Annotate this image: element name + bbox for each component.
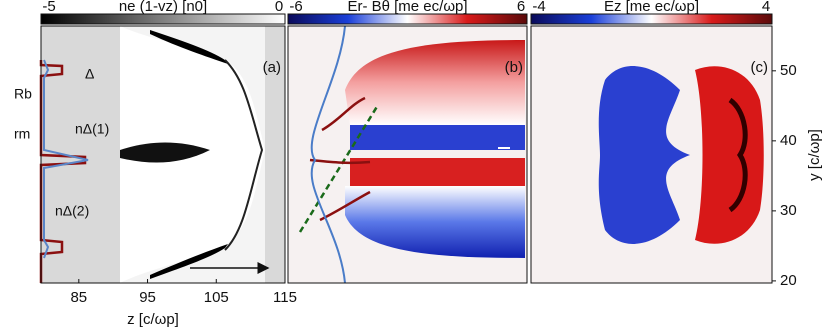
panel-label: (c) bbox=[751, 59, 769, 76]
frames bbox=[40, 25, 773, 284]
y-tick-label: 40 bbox=[780, 132, 797, 149]
y-tick-label: 20 bbox=[780, 272, 797, 289]
colorbar-tick-label: -6 bbox=[289, 0, 302, 15]
y-axis-label: y [c/ωp] bbox=[806, 129, 823, 181]
x-tick-label: 115 bbox=[273, 289, 297, 306]
annotation: Rb bbox=[14, 86, 32, 102]
x-tick-label: 105 bbox=[204, 289, 229, 306]
annotation: nΔ(1) bbox=[75, 121, 109, 137]
annotation: nΔ(2) bbox=[55, 203, 89, 219]
colorbar-label: Ez [me ec/ωp] bbox=[604, 0, 699, 15]
colorbar-tick-label: -4 bbox=[532, 0, 545, 15]
panel-c-image bbox=[531, 26, 772, 283]
panel-label: (a) bbox=[263, 59, 281, 76]
colorbar bbox=[40, 13, 286, 25]
colorbar-tick-label: 4 bbox=[762, 0, 770, 15]
colorbar-tick-label: 0 bbox=[275, 0, 283, 15]
annotation: rm bbox=[14, 126, 30, 142]
annotation: Δ bbox=[85, 66, 94, 82]
x-tick-label: 95 bbox=[139, 289, 156, 306]
colorbar-label: Er- Bθ [me ec/ωp] bbox=[347, 0, 467, 15]
colorbar-label: ne (1-vz) [n0] bbox=[119, 0, 207, 15]
colorbar bbox=[530, 13, 773, 25]
colorbar-tick-label: -5 bbox=[42, 0, 55, 15]
panel-a-image bbox=[39, 26, 285, 283]
x-axis-label: z [c/ωp] bbox=[127, 311, 179, 328]
colorbar bbox=[287, 13, 528, 25]
y-tick-label: 30 bbox=[780, 202, 797, 219]
panel-label: (b) bbox=[505, 59, 523, 76]
x-tick-label: 85 bbox=[70, 289, 87, 306]
colorbar-tick-label: 6 bbox=[517, 0, 525, 15]
panel-b-image bbox=[288, 25, 527, 284]
y-tick-label: 50 bbox=[780, 62, 797, 79]
